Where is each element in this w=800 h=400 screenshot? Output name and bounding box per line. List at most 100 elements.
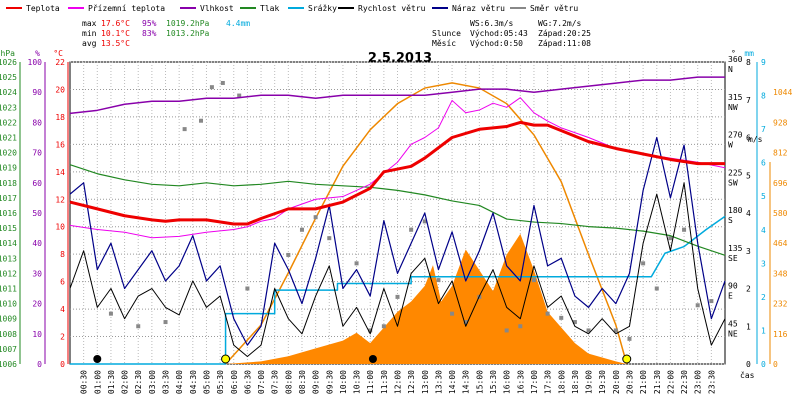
tick-label-humidity: 0 — [37, 360, 42, 369]
tick-label-solar: 0 — [773, 360, 778, 369]
series-vlhkost — [69, 76, 725, 115]
stats-block: max 17.6°C 95% 1019.2hPa 4.4mm min 10.1°C 83% 10… — [82, 19, 250, 48]
wind-direction-point — [182, 127, 187, 132]
tick-label-time: 16:30 — [516, 370, 525, 394]
tick-label-rain: 1 — [761, 326, 766, 335]
wind-direction-point — [695, 303, 700, 308]
tick-label-solar: 928 — [773, 118, 788, 127]
solar-measured-area — [225, 233, 627, 364]
legend-label: Přízemní teplota — [88, 4, 165, 13]
tick-label-wind: 2 — [746, 285, 751, 294]
tick-label-time: 22:30 — [680, 370, 689, 394]
tick-label-direction: 225 — [728, 168, 743, 177]
wind-direction-point — [368, 328, 373, 333]
tick-label-rain: 6 — [761, 159, 766, 168]
wind-direction-point — [709, 299, 714, 304]
tick-label-direction-name: S — [728, 216, 733, 225]
tick-label-time: 03:30 — [162, 370, 171, 394]
axes: hPa1006100710081009101010111012101310141… — [0, 49, 792, 394]
tick-label-time: 13:00 — [421, 370, 430, 394]
series-n-raz-v-tru — [69, 136, 726, 346]
legend-label: Tlak — [260, 4, 279, 13]
tick-label-time: 15:00 — [475, 370, 484, 394]
sun-rise: Východ:05:43 — [470, 29, 528, 38]
wind-direction-point — [381, 324, 386, 329]
wind-direction-point — [586, 328, 591, 333]
wind-direction-point — [220, 80, 225, 85]
tick-label-time: 18:30 — [571, 370, 580, 394]
tick-label-pressure: 1020 — [0, 149, 17, 158]
tick-label-direction: 270 — [728, 131, 743, 140]
stats-temp: 10.1°C — [101, 29, 130, 38]
tick-label-wind: 3 — [746, 247, 751, 256]
moon-label: Měsíc — [432, 39, 456, 48]
tick-label-temperature: 8 — [60, 250, 65, 259]
wind-direction-point — [654, 286, 659, 291]
wind-direction-point — [531, 278, 536, 283]
tick-label-solar: 1044 — [773, 88, 792, 97]
tick-label-pressure: 1022 — [0, 118, 17, 127]
wind-direction-point — [136, 324, 141, 329]
wind-direction-point — [209, 85, 214, 90]
tick-label-solar: 116 — [773, 330, 788, 339]
tick-label-wind: 4 — [746, 209, 751, 218]
tick-label-time: 07:30 — [271, 370, 280, 394]
stats-humidity: 83% — [142, 29, 157, 38]
tick-label-time: 10:00 — [339, 370, 348, 394]
tick-label-solar: 464 — [773, 239, 788, 248]
tick-label-time: 01:00 — [93, 370, 102, 394]
wind-direction-point — [163, 320, 168, 325]
tick-label-solar: 696 — [773, 179, 788, 188]
wind-direction-point — [199, 118, 203, 123]
tick-label-direction: 360 — [728, 55, 743, 64]
tick-label-temperature: 0 — [60, 360, 65, 369]
tick-label-solar: 812 — [773, 149, 788, 158]
tick-label-rain: 9 — [761, 58, 766, 67]
tick-label-direction: 135 — [728, 244, 743, 253]
wind-direction-point — [545, 311, 550, 316]
tick-label-time: 11:30 — [380, 370, 389, 394]
tick-label-direction-name: NE — [728, 329, 738, 338]
wind-direction-point — [108, 311, 113, 316]
tick-label-wind: 1 — [746, 322, 751, 331]
tick-label-time: 21:00 — [639, 370, 648, 394]
tick-label-pressure: 1012 — [0, 269, 17, 278]
tick-label-time: 20:30 — [625, 370, 634, 394]
stats-temp: 17.6°C — [101, 19, 130, 28]
tick-label-humidity: 40 — [32, 239, 42, 248]
tick-label-time: 04:00 — [175, 370, 184, 394]
tick-label-rain: 5 — [761, 192, 766, 201]
wind-gust-max: WG:7.2m/s — [538, 19, 582, 28]
tick-label-humidity: 80 — [32, 118, 42, 127]
tick-label-wind: 8 — [746, 58, 751, 67]
tick-label-pressure: 1017 — [0, 194, 17, 203]
tick-label-wind: 7 — [746, 96, 751, 105]
tick-label-pressure: 1018 — [0, 179, 17, 188]
tick-label-time: 14:00 — [448, 370, 457, 394]
tick-label-solar: 348 — [773, 269, 788, 278]
legend-label: Směr větru — [530, 4, 578, 13]
wind-direction-point — [682, 227, 687, 232]
stats-humidity: 95% — [142, 19, 157, 28]
tick-label-time: 02:00 — [121, 370, 130, 394]
tick-label-time: 18:00 — [557, 370, 566, 394]
tick-label-time: 19:00 — [585, 370, 594, 394]
tick-label-pressure: 1023 — [0, 103, 17, 112]
tick-label-pressure: 1013 — [0, 254, 17, 263]
wind-direction-point — [450, 311, 455, 316]
tick-label-humidity: 50 — [32, 209, 42, 218]
tick-label-humidity: 60 — [32, 179, 42, 188]
axis-unit-temperature: °C — [53, 49, 63, 58]
axis-unit-direction: ° — [731, 49, 736, 58]
tick-label-temperature: 2 — [60, 333, 65, 342]
tick-label-pressure: 1016 — [0, 209, 17, 218]
legend-label: Náraz větru — [452, 4, 505, 13]
tick-label-temperature: 16 — [55, 140, 65, 149]
tick-label-pressure: 1019 — [0, 164, 17, 173]
tick-label-temperature: 18 — [55, 113, 65, 122]
tick-label-rain: 0 — [761, 360, 766, 369]
sun-event-marker — [622, 354, 632, 364]
tick-label-time: 00:30 — [80, 370, 89, 394]
tick-label-time: 13:30 — [434, 370, 443, 394]
